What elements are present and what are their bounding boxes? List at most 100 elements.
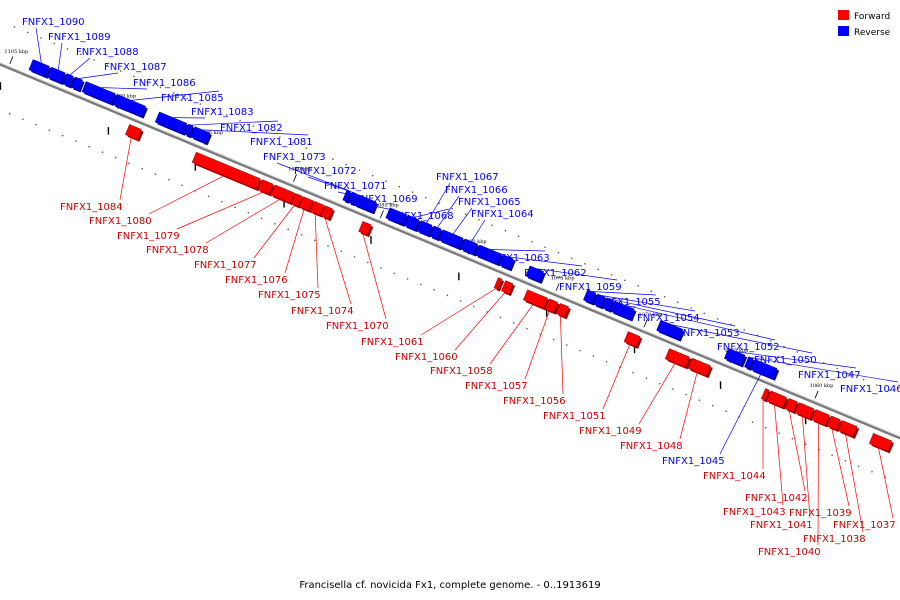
forward-gene — [868, 433, 893, 452]
kbp-tick-label: 1095 kbp — [199, 130, 223, 136]
minor-tick-dot — [385, 180, 387, 182]
minor-tick-dot — [424, 196, 427, 199]
reverse-gene — [403, 214, 420, 231]
kbp-tick-mark — [380, 210, 384, 218]
forward-gene-leader — [638, 362, 676, 425]
minor-tick-dot — [93, 59, 95, 61]
minor-tick-dot — [871, 470, 873, 473]
minor-tick-dot — [570, 257, 573, 260]
minor-tick-dot — [371, 174, 374, 177]
reverse-gene — [184, 123, 194, 137]
minor-tick-dot — [716, 318, 719, 320]
reverse-gene-label: FNFX1_1081 — [250, 137, 313, 148]
forward-gene-label: FNFX1_1056 — [503, 396, 566, 407]
forward-gene-leader — [802, 415, 811, 519]
reverse-gene-leader — [624, 304, 776, 341]
reverse-gene-leader — [413, 208, 450, 218]
forward-gene-leader — [205, 198, 281, 244]
forward-gene — [766, 390, 787, 408]
reverse-gene — [460, 238, 479, 255]
minor-tick-dot — [663, 296, 666, 298]
minor-tick-dot — [836, 367, 838, 370]
reverse-gene-label: FNFX1_1066 — [445, 185, 508, 196]
reverse-gene-leader — [437, 195, 460, 228]
forward-gene — [687, 357, 711, 377]
minor-tick-dot — [239, 119, 241, 122]
minor-tick-dot — [221, 200, 223, 203]
forward-gene — [257, 179, 274, 195]
minor-tick-dot — [517, 235, 520, 238]
reverse-gene-label: FNFX1_1063 — [487, 253, 550, 264]
reverse-gene-leader — [337, 191, 368, 199]
minor-tick-dot — [876, 384, 878, 386]
forward-gene-leader — [284, 208, 305, 274]
forward-gene — [320, 205, 333, 220]
minor-tick-dot — [743, 329, 746, 331]
forward-gene — [191, 151, 261, 190]
minor-tick-dot — [557, 251, 560, 254]
minor-tick-dot — [552, 338, 555, 341]
minor-tick-dot — [658, 382, 661, 385]
minor-tick-dot — [783, 345, 785, 348]
reverse-gene — [610, 300, 635, 320]
reverse-gene-leader — [57, 42, 63, 70]
reverse-gene-label: FNFX1_1087 — [104, 62, 167, 73]
minor-tick-dot — [8, 112, 11, 115]
minor-tick-dot — [225, 114, 228, 116]
minor-tick-dot — [804, 443, 807, 446]
reverse-gene-leader — [190, 120, 279, 126]
reverse-gene-label: FNFX1_1082 — [220, 123, 283, 134]
minor-tick-dot — [260, 217, 263, 220]
minor-tick-dot — [526, 327, 528, 330]
minor-tick-dot — [623, 279, 626, 282]
minor-tick-dot — [252, 125, 255, 127]
forward-gene-label: FNFX1_1044 — [703, 471, 766, 482]
reverse-gene-label: FNFX1_1072 — [294, 166, 357, 177]
forward-gene-leader — [524, 310, 550, 380]
reverse-gene-label: FNFX1_1086 — [133, 78, 196, 89]
minor-tick-dot — [650, 290, 653, 293]
reverse-gene — [62, 73, 74, 87]
forward-gene — [826, 415, 841, 431]
forward-gene — [760, 388, 770, 401]
reverse-gene-leader — [736, 351, 857, 369]
reverse-gene-label: FNFX1_1068 — [391, 211, 454, 222]
minor-tick-dot — [287, 228, 289, 231]
legend: Forward Reverse — [838, 10, 891, 38]
minor-tick-dot — [22, 118, 24, 120]
kbp-tick-label: 1090 kbp — [288, 167, 312, 173]
forward-gene-label: FNFX1_1040 — [758, 547, 821, 558]
forward-gene — [523, 289, 549, 309]
minor-tick-dot — [451, 207, 454, 210]
minor-tick-dot — [172, 92, 175, 94]
minor-tick-dot — [584, 262, 586, 265]
minor-tick-dot — [332, 158, 334, 160]
minor-tick-dot — [366, 261, 369, 264]
forward-gene — [544, 298, 559, 313]
map-caption: Francisella cf. novicida Fx1, complete g… — [299, 580, 600, 591]
minor-tick-dot — [406, 278, 409, 280]
reverse-gene-leader — [35, 27, 42, 63]
minor-tick-dot — [446, 294, 449, 297]
minor-tick-dot — [101, 151, 104, 153]
reverse-gene-label: FNFX1_1052 — [717, 342, 780, 353]
kbp-tick-label: 1080 kbp — [463, 239, 487, 245]
forward-gene-label: FNFX1_1058 — [430, 366, 493, 377]
forward-gene-leader — [489, 303, 534, 365]
minor-tick-dot — [592, 355, 595, 357]
gene-layer — [28, 59, 894, 454]
forward-gene-label: FNFX1_1043 — [723, 507, 786, 518]
reverse-gene-label: FNFX1_1064 — [471, 209, 534, 220]
kbp-tick-mark — [9, 56, 14, 65]
forward-gene-label: FNFX1_1057 — [465, 381, 528, 392]
forward-gene-label: FNFX1_1076 — [225, 275, 288, 286]
minor-tick-dot — [491, 224, 493, 227]
kbp-tick-mark — [293, 174, 297, 182]
reverse-gene-leader — [100, 87, 148, 90]
reverse-gene — [602, 297, 614, 311]
reverse-gene-label: FNFX1_1089 — [48, 32, 111, 43]
minor-tick-dot — [358, 169, 361, 171]
minor-tick-dot — [114, 156, 117, 159]
forward-gene-leader — [878, 447, 894, 519]
